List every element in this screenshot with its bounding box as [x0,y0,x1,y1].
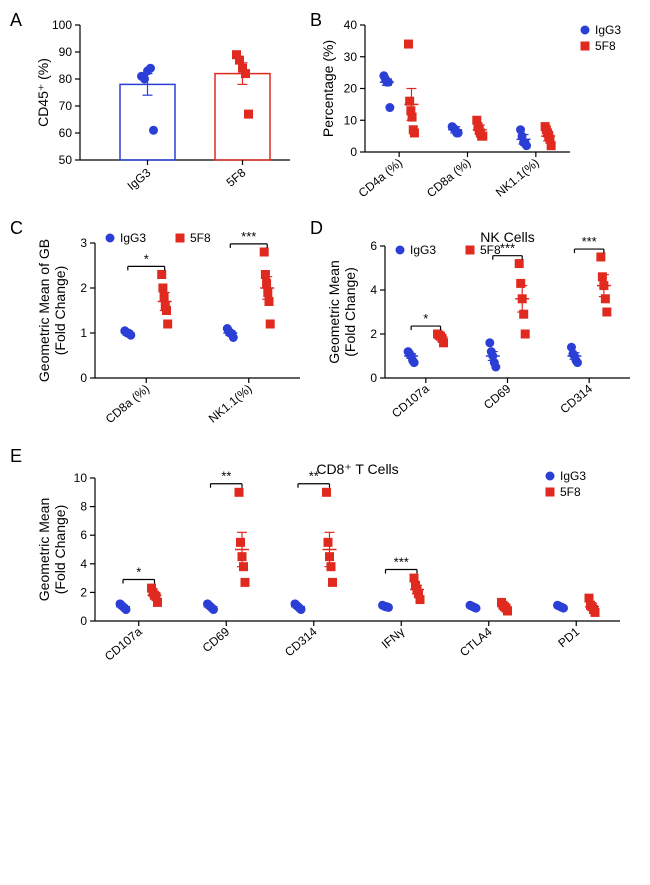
svg-text:1: 1 [80,326,87,340]
svg-text:8: 8 [80,500,87,514]
svg-text:CD314: CD314 [557,381,595,416]
svg-text:10: 10 [74,471,88,485]
svg-text:60: 60 [59,126,73,140]
svg-text:Percentage (%): Percentage (%) [320,40,336,137]
svg-text:5F8: 5F8 [560,485,581,499]
panel-a: A 50 60 70 80 90 100 CD45⁺ (%) IgG3 5F8 [10,10,310,210]
svg-text:0: 0 [370,371,377,385]
svg-text:CD69: CD69 [481,381,514,412]
svg-text:(Fold Change): (Fold Change) [52,505,68,595]
figure-root: A 5060708090100CD45⁺ (%)IgG35F8 B 010203… [10,10,640,686]
panel-b: B 0 10 20 30 40 Percentage (%) CD4a (%) CD8a (%… [310,10,640,210]
svg-text:6: 6 [370,239,377,253]
svg-text:***: *** [241,229,256,244]
row-e: E 0 2 4 6 8 10 Geometric Mean(Fold Change) CD10… [10,446,640,686]
svg-text:50: 50 [59,153,73,167]
svg-text:***: *** [500,241,515,256]
svg-text:CD314: CD314 [282,624,320,659]
svg-text:CD8a (%): CD8a (%) [103,382,152,427]
row-cd: C 0123Geometric Mean of GB(Fold Change)C… [10,218,640,438]
panel-d: D 0 2 4 6 Geometric Mean(Fold Change) CD107a C… [310,218,640,438]
svg-text:CD107a: CD107a [389,381,432,420]
svg-text:IgG3: IgG3 [120,231,146,245]
svg-text:(Fold Change): (Fold Change) [52,266,68,356]
svg-text:CD107a: CD107a [102,624,145,663]
svg-text:70: 70 [59,99,73,113]
svg-text:*: * [144,251,149,266]
panel-label-d: D [310,218,323,239]
svg-text:CD69: CD69 [200,624,233,655]
svg-text:**: ** [309,469,319,484]
svg-text:Geometric Mean: Geometric Mean [36,498,52,601]
panel-label-b: B [310,10,322,31]
svg-text:*: * [423,311,428,326]
panel-label-c: C [10,218,23,239]
svg-text:90: 90 [59,45,73,59]
svg-text:PD1: PD1 [555,624,582,650]
svg-text:2: 2 [370,327,377,341]
svg-text:5F8: 5F8 [190,231,211,245]
svg-text:80: 80 [59,72,73,86]
svg-text:4: 4 [370,283,377,297]
svg-text:IgG3: IgG3 [125,165,154,193]
svg-text:CD8a (%): CD8a (%) [424,156,473,201]
panel-label-a: A [10,10,22,31]
svg-text:***: *** [394,555,409,570]
svg-text:0: 0 [80,371,87,385]
svg-text:IgG3: IgG3 [410,243,436,257]
svg-text:CD4a (%): CD4a (%) [356,156,405,201]
svg-text:0: 0 [80,614,87,628]
svg-text:10: 10 [344,113,358,127]
svg-text:IgG3: IgG3 [595,23,621,37]
svg-text:CD45⁺ (%): CD45⁺ (%) [35,58,51,127]
svg-text:5F8: 5F8 [595,39,616,53]
svg-text:6: 6 [80,528,87,542]
svg-text:100: 100 [52,18,72,32]
panel-e: E 0 2 4 6 8 10 Geometric Mean(Fold Change) CD10… [10,446,640,686]
panel-c: C 0 1 2 3 Geometric Mean of GB(Fold Change) C… [10,218,310,438]
svg-text:IFNγ: IFNγ [379,625,407,652]
svg-text:4: 4 [80,557,87,571]
panel-label-e: E [10,446,22,467]
svg-text:IgG3: IgG3 [560,469,586,483]
row-ab: A 50 60 70 80 90 100 CD45⁺ (%) IgG3 5F8 B 0 10 20 3… [10,10,640,210]
svg-text:(Fold Change): (Fold Change) [342,267,358,357]
svg-text:5F8: 5F8 [480,243,501,257]
svg-text:CD8⁺ T Cells: CD8⁺ T Cells [316,461,398,477]
svg-text:0: 0 [350,145,357,159]
svg-text:5F8: 5F8 [224,165,249,189]
svg-text:30: 30 [344,50,358,64]
svg-text:Geometric Mean of GB: Geometric Mean of GB [36,239,52,382]
svg-text:20: 20 [344,82,358,96]
svg-text:40: 40 [344,18,358,32]
svg-text:NK1.1(%): NK1.1(%) [206,382,255,426]
svg-text:3: 3 [80,236,87,250]
svg-text:*: * [136,565,141,580]
svg-text:2: 2 [80,585,87,599]
svg-text:NK1.1(%): NK1.1(%) [493,156,542,200]
svg-text:Geometric Mean: Geometric Mean [326,260,342,363]
svg-text:**: ** [221,469,231,484]
svg-text:***: *** [582,234,597,249]
svg-text:2: 2 [80,281,87,295]
svg-text:CTLA4: CTLA4 [457,624,495,659]
